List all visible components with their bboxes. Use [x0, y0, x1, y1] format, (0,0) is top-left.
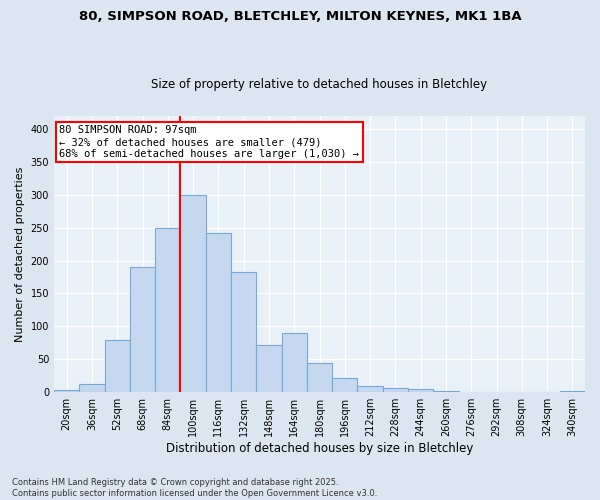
- Bar: [155, 228, 181, 392]
- Bar: [104, 340, 130, 392]
- Text: 80, SIMPSON ROAD, BLETCHLEY, MILTON KEYNES, MK1 1BA: 80, SIMPSON ROAD, BLETCHLEY, MILTON KEYN…: [79, 10, 521, 23]
- Bar: [408, 389, 433, 392]
- Bar: [281, 333, 307, 392]
- Bar: [433, 391, 458, 392]
- Bar: [383, 388, 408, 392]
- Bar: [54, 390, 79, 392]
- Bar: [206, 233, 231, 392]
- Title: Size of property relative to detached houses in Bletchley: Size of property relative to detached ho…: [151, 78, 488, 91]
- Bar: [130, 267, 155, 392]
- Y-axis label: Number of detached properties: Number of detached properties: [15, 166, 25, 342]
- X-axis label: Distribution of detached houses by size in Bletchley: Distribution of detached houses by size …: [166, 442, 473, 455]
- Bar: [231, 272, 256, 392]
- Bar: [560, 391, 585, 392]
- Text: 80 SIMPSON ROAD: 97sqm
← 32% of detached houses are smaller (479)
68% of semi-de: 80 SIMPSON ROAD: 97sqm ← 32% of detached…: [59, 126, 359, 158]
- Bar: [256, 345, 281, 392]
- Text: Contains HM Land Registry data © Crown copyright and database right 2025.
Contai: Contains HM Land Registry data © Crown c…: [12, 478, 377, 498]
- Bar: [307, 363, 332, 392]
- Bar: [358, 386, 383, 392]
- Bar: [332, 378, 358, 392]
- Bar: [79, 384, 104, 392]
- Bar: [181, 195, 206, 392]
